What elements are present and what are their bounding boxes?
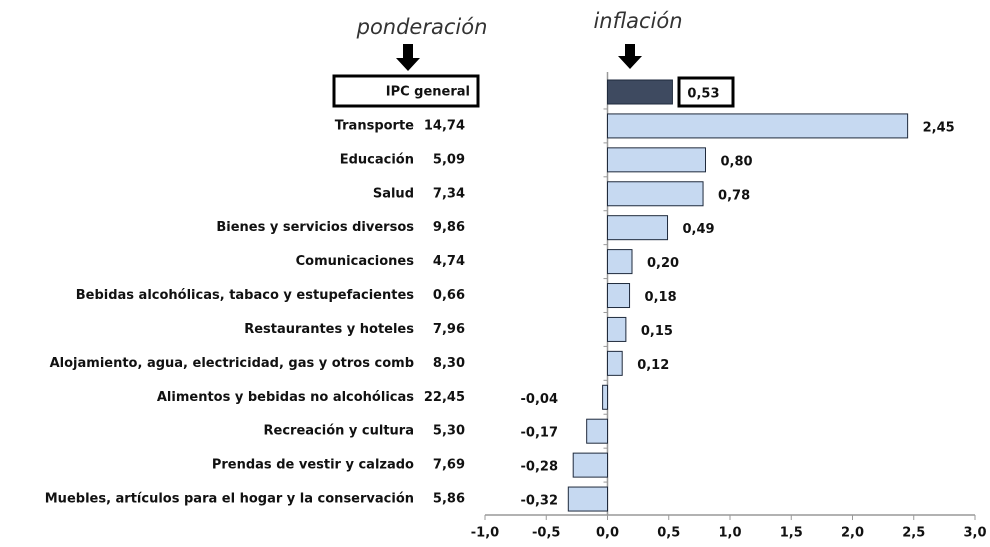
annotation: inflación	[593, 9, 682, 33]
x-tick-label: -1,0	[471, 526, 499, 541]
value-label: 0,20	[647, 256, 679, 271]
x-tick-label: 0,0	[596, 526, 619, 541]
bar	[607, 215, 669, 241]
weight-label: 7,34	[433, 186, 465, 201]
bar	[586, 418, 608, 444]
category-label: Salud	[373, 186, 414, 201]
weight-label: 9,86	[433, 220, 465, 235]
bar	[607, 79, 673, 105]
bar	[602, 384, 608, 410]
bar	[607, 316, 627, 342]
arrow	[396, 44, 420, 71]
highlight-box	[332, 74, 480, 108]
weight-label: 4,74	[433, 254, 465, 269]
weight-label: 22,45	[424, 390, 465, 405]
category-label: IPC general	[386, 85, 470, 100]
category-label: Transporte	[335, 118, 414, 133]
category-label: Alimentos y bebidas no alcohólicas	[157, 390, 414, 405]
category-label: Muebles, artículos para el hogar y la co…	[45, 492, 414, 507]
category-label: Alojamiento, agua, electricidad, gas y o…	[50, 356, 414, 371]
value-label: 0,53	[687, 87, 719, 102]
arrow	[618, 44, 642, 69]
weight-label: 5,30	[433, 424, 465, 439]
value-label: 0,12	[637, 358, 669, 373]
bar	[607, 249, 633, 275]
category-label: Prendas de vestir y calzado	[212, 458, 414, 473]
category-label: Bienes y servicios diversos	[216, 220, 414, 235]
value-label: -0,28	[521, 460, 558, 475]
category-label: Educación	[340, 152, 414, 167]
weight-label: 7,96	[433, 322, 465, 337]
category-label: Recreación y cultura	[264, 424, 414, 439]
value-label: 0,80	[721, 154, 753, 169]
bar	[572, 452, 609, 478]
value-label: -0,32	[521, 494, 558, 509]
value-label: -0,17	[521, 426, 558, 441]
value-label: 0,49	[683, 222, 715, 237]
bar	[607, 283, 631, 309]
x-tick-label: 1,0	[718, 526, 741, 541]
value-label: 2,45	[923, 120, 955, 135]
bar	[607, 181, 704, 207]
weight-label: 14,74	[424, 118, 465, 133]
bar	[607, 113, 909, 139]
weight-label: 7,69	[433, 458, 465, 473]
category-label: Bebidas alcohólicas, tabaco y estupefaci…	[76, 288, 415, 303]
annotation: ponderación	[356, 15, 488, 39]
value-label: -0,04	[521, 392, 558, 407]
value-label: 0,78	[718, 188, 750, 203]
weight-label: 8,30	[433, 356, 465, 371]
x-tick-label: 2,5	[902, 526, 925, 541]
category-label: Comunicaciones	[296, 254, 415, 269]
weight-label: 5,86	[433, 492, 465, 507]
x-tick-label: 0,5	[657, 526, 680, 541]
x-tick-label: 2,0	[841, 526, 864, 541]
category-label: Restaurantes y hoteles	[244, 322, 414, 337]
bar	[567, 486, 608, 512]
value-label: 0,15	[641, 324, 673, 339]
bar	[607, 147, 706, 173]
x-tick-label: 1,5	[780, 526, 803, 541]
value-label: 0,18	[645, 290, 677, 305]
weight-label: 0,66	[433, 288, 465, 303]
highlight-box	[677, 76, 735, 108]
bar	[607, 350, 623, 376]
x-tick-label: 3,0	[963, 526, 986, 541]
x-tick-label: -0,5	[532, 526, 560, 541]
weight-label: 5,09	[433, 152, 465, 167]
